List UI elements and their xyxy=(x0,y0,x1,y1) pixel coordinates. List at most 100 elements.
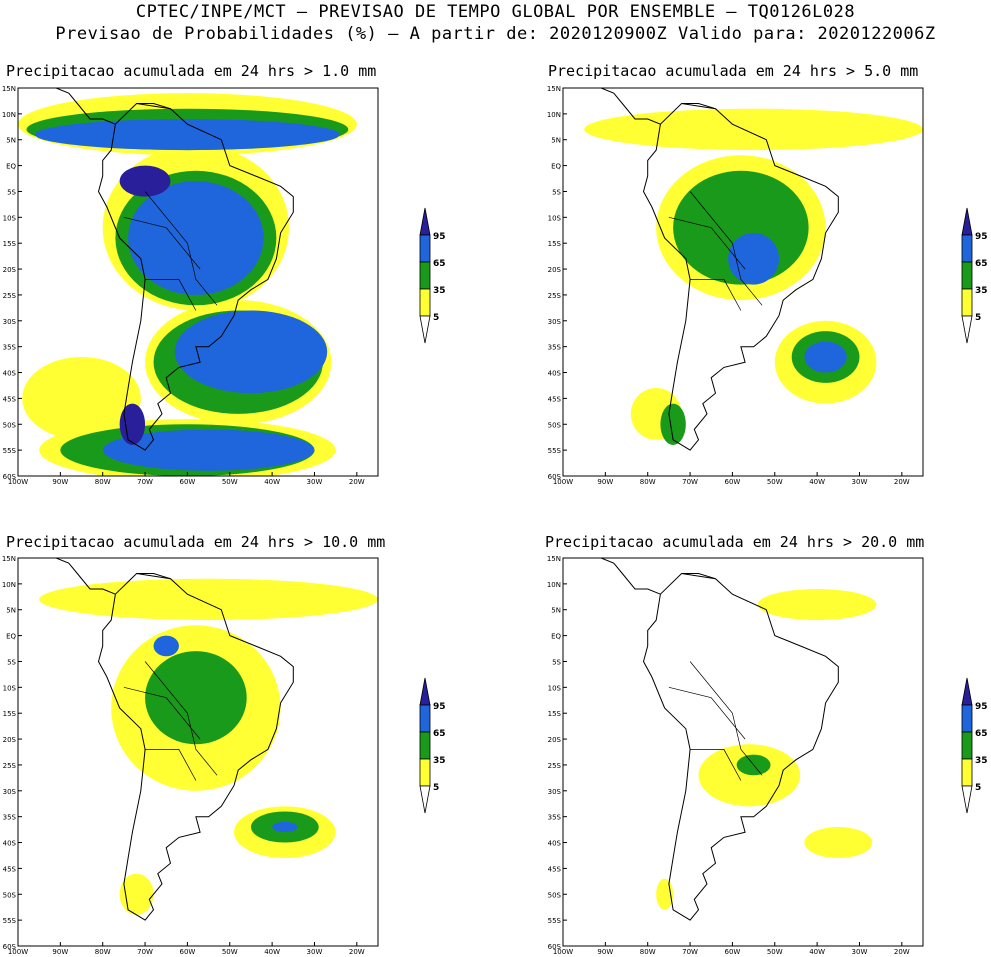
precip-area xyxy=(119,165,171,197)
lat-label: 10S xyxy=(548,214,562,222)
precip-area xyxy=(102,429,315,471)
lon-label: 90W xyxy=(597,948,613,956)
lon-label: 80W xyxy=(95,948,111,956)
lon-label: 30W xyxy=(307,478,323,486)
legend-swatch-95 xyxy=(961,677,973,706)
legend-label: 35 xyxy=(975,756,988,766)
panel-2-title: Precipitacao acumulada em 24 hrs > 5.0 m… xyxy=(548,62,919,80)
lat-label: 40S xyxy=(3,370,17,378)
precip-area xyxy=(119,873,154,915)
coastline xyxy=(642,102,839,451)
lat-label: 35S xyxy=(548,814,562,822)
lat-label: 50S xyxy=(3,421,17,429)
legend-2: 95 65 35 5 xyxy=(961,207,988,344)
legend-label: 65 xyxy=(433,259,446,269)
lat-label: 30S xyxy=(548,318,562,326)
lat-label: 45S xyxy=(3,395,17,403)
figure-subtitle: Previsao de Probabilidades (%) – A parti… xyxy=(55,24,936,44)
precip-area xyxy=(584,108,923,151)
lat-label: 5S xyxy=(552,658,561,666)
map-frame xyxy=(562,557,924,947)
lat-label: 5N xyxy=(551,607,561,615)
lat-label: 10S xyxy=(3,684,17,692)
lat-label: EQ xyxy=(551,633,561,641)
lat-label: 15S xyxy=(3,240,17,248)
legend-swatch-0 xyxy=(961,785,973,814)
lat-label: 40S xyxy=(3,840,17,848)
lon-label: 80W xyxy=(640,948,656,956)
lat-label: 5S xyxy=(7,658,16,666)
lat-label: EQ xyxy=(551,163,561,171)
lon-label: 20W xyxy=(894,948,910,956)
probability-field-4 xyxy=(563,558,923,946)
legend-swatch-65 xyxy=(419,234,431,263)
lon-label: 70W xyxy=(137,478,153,486)
lat-label: 30S xyxy=(548,788,562,796)
lon-label: 50W xyxy=(222,478,238,486)
legend-label: 65 xyxy=(433,729,446,739)
lat-label: 30S xyxy=(3,318,17,326)
probability-field-1 xyxy=(18,88,378,476)
probability-field-2 xyxy=(563,88,923,476)
country-borders xyxy=(668,191,763,311)
lat-label: 15S xyxy=(548,710,562,718)
lon-label: 40W xyxy=(264,478,280,486)
coastline xyxy=(642,572,839,921)
lat-label: 35S xyxy=(548,344,562,352)
lat-label: 5N xyxy=(6,137,16,145)
lon-label: 70W xyxy=(137,948,153,956)
lat-label: 20S xyxy=(3,736,17,744)
lat-label: 55S xyxy=(548,917,562,925)
lat-label: 15N xyxy=(547,555,561,563)
lat-label: 15N xyxy=(2,85,16,93)
legend-1: 95 65 35 5 xyxy=(419,207,446,344)
lat-label: EQ xyxy=(6,633,16,641)
precip-area xyxy=(39,578,378,621)
map-frame xyxy=(562,87,924,477)
lon-label: 90W xyxy=(52,478,68,486)
lon-label: 60W xyxy=(179,478,195,486)
legend-label: 5 xyxy=(975,313,981,323)
legend-label: 5 xyxy=(433,783,439,793)
lat-label: 50S xyxy=(548,891,562,899)
country-borders xyxy=(123,191,218,311)
legend-swatch-0 xyxy=(419,785,431,814)
lat-label: 35S xyxy=(3,814,17,822)
lat-label: 35S xyxy=(3,344,17,352)
lon-label: 20W xyxy=(894,478,910,486)
lat-label: 60S xyxy=(3,473,17,481)
lon-label: 90W xyxy=(52,948,68,956)
coastline-caribbean xyxy=(136,103,171,110)
probability-field-3 xyxy=(18,558,378,946)
map-frame xyxy=(17,557,379,947)
lon-label: 60W xyxy=(724,948,740,956)
legend-swatch-65 xyxy=(961,704,973,733)
lon-label: 100W xyxy=(553,948,573,956)
lat-label: 25S xyxy=(548,762,562,770)
legend-swatch-95 xyxy=(961,207,973,236)
country-borders xyxy=(123,661,218,781)
lon-label: 20W xyxy=(349,948,365,956)
map-panel-3: 15N 10N 5N EQ 5S 10S 15S 20S 25S 30S 35S 40S 45S 50S 5… xyxy=(2,555,379,956)
legend-label: 5 xyxy=(433,313,439,323)
precip-area xyxy=(145,651,247,745)
lon-label: 50W xyxy=(767,948,783,956)
precip-area xyxy=(757,589,877,621)
lat-label: 10N xyxy=(547,111,561,119)
lat-label: 5N xyxy=(6,607,16,615)
country-borders xyxy=(668,661,763,781)
lat-label: 50S xyxy=(548,421,562,429)
legend-swatch-35 xyxy=(419,731,431,760)
legend-swatch-35 xyxy=(961,261,973,290)
precip-area xyxy=(119,403,146,445)
lat-label: 55S xyxy=(548,447,562,455)
coastline-central-america xyxy=(600,88,661,125)
lat-label: 45S xyxy=(548,865,562,873)
lon-label: 30W xyxy=(852,948,868,956)
legend-label: 5 xyxy=(975,783,981,793)
lat-label: 30S xyxy=(3,788,17,796)
lat-label: 15N xyxy=(2,555,16,563)
coastline-caribbean xyxy=(681,103,716,110)
precip-area xyxy=(272,821,298,833)
